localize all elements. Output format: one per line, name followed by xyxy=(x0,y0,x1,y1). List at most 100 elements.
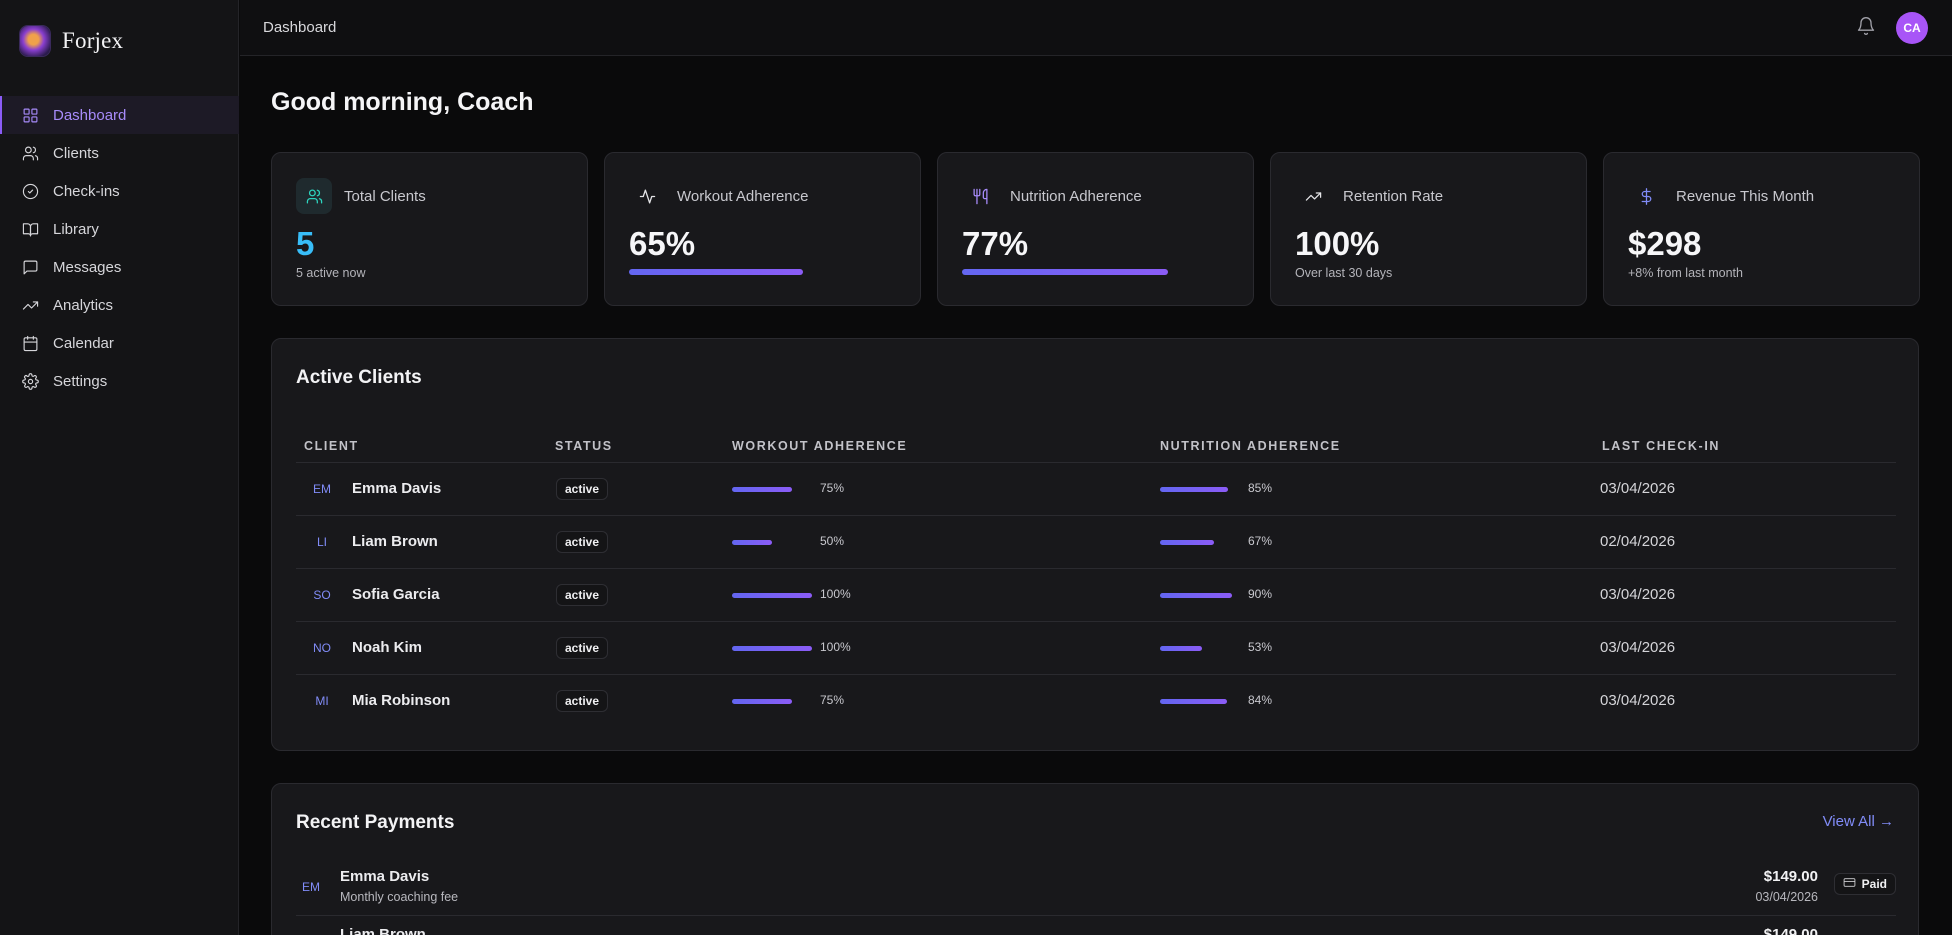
payment-amount: $149.00 xyxy=(1763,868,1818,885)
sidebar-item-settings[interactable]: Settings xyxy=(0,362,239,400)
brand[interactable]: Forjex xyxy=(20,24,123,58)
sidebar-item-label: Calendar xyxy=(53,334,114,352)
stat-card-header: Retention Rate xyxy=(1295,178,1443,214)
sidebar: Forjex Dashboard Clients Check-ins Library M… xyxy=(0,0,239,935)
workout-adherence-value: 100% xyxy=(820,587,851,601)
sidebar-item-label: Settings xyxy=(53,372,108,390)
payment-client-initials: EM xyxy=(302,880,320,894)
sidebar-item-check-ins[interactable]: Check-ins xyxy=(0,172,239,210)
table-row[interactable]: MI Mia Robinson active 75% 84% 03/04/2026 xyxy=(296,674,1896,727)
nutrition-adherence-value: 85% xyxy=(1248,481,1273,495)
payment-status-badge: Paid xyxy=(1833,873,1896,895)
client-name[interactable]: Mia Robinson xyxy=(352,692,451,709)
status-badge: active xyxy=(556,478,609,500)
nutrition-adherence-bar xyxy=(1160,487,1228,492)
sidebar-item-label: Messages xyxy=(53,258,122,276)
sidebar-item-messages[interactable]: Messages xyxy=(0,248,239,286)
bell-icon[interactable] xyxy=(1856,16,1878,38)
calendar-icon xyxy=(21,334,39,352)
workout-adherence-bar xyxy=(732,646,812,651)
message-icon xyxy=(21,258,39,276)
card-icon xyxy=(1843,876,1856,892)
stat-card-header: Total Clients xyxy=(296,178,426,214)
active-clients-title: Active Clients xyxy=(296,367,422,388)
brand-logo xyxy=(20,26,50,56)
client-name[interactable]: Liam Brown xyxy=(352,533,438,550)
avatar[interactable]: CA xyxy=(1896,12,1928,44)
stat-card-title: Nutrition Adherence xyxy=(1010,187,1142,205)
page-title: Good morning, Coach xyxy=(271,88,534,116)
stat-card-revenue-this-month: Revenue This Month $298 +8% from last mont… xyxy=(1603,152,1920,306)
payment-status-label: Paid xyxy=(1861,877,1887,891)
sidebar-item-label: Analytics xyxy=(53,296,114,314)
sidebar-item-dashboard[interactable]: Dashboard xyxy=(0,96,239,134)
stat-card-header: Nutrition Adherence xyxy=(962,178,1142,214)
activity-icon xyxy=(629,178,665,214)
stat-card-value: 77% xyxy=(962,225,1029,262)
column-header-status: STATUS xyxy=(555,439,613,453)
nutrition-adherence-bar xyxy=(1160,646,1203,651)
table-row[interactable]: LI Liam Brown active 50% 67% 02/04/2026 xyxy=(296,515,1896,568)
nutrition-adherence-value: 84% xyxy=(1248,693,1273,707)
stat-card-subtext: 5 active now xyxy=(296,266,366,280)
stat-card-nutrition-adherence: Nutrition Adherence 77% xyxy=(937,152,1254,306)
stat-card-value: $298 xyxy=(1628,225,1702,262)
stat-card-workout-adherence: Workout Adherence 65% xyxy=(604,152,921,306)
workout-adherence-value: 100% xyxy=(820,640,851,654)
client-name[interactable]: Noah Kim xyxy=(352,639,423,656)
users-icon xyxy=(296,178,332,214)
nutrition-adherence-bar xyxy=(1160,699,1228,704)
gear-icon xyxy=(21,372,39,390)
trending-up-icon xyxy=(1295,178,1331,214)
payment-row[interactable]: EM Emma Davis Monthly coaching fee $149.00 0… xyxy=(296,858,1896,914)
stat-card-value: 5 xyxy=(296,225,315,262)
last-checkin-date: 02/04/2026 xyxy=(1600,533,1676,550)
sidebar-item-calendar[interactable]: Calendar xyxy=(0,324,239,362)
last-checkin-date: 03/04/2026 xyxy=(1600,692,1676,709)
sidebar-item-library[interactable]: Library xyxy=(0,210,239,248)
client-initials: SO xyxy=(313,588,331,602)
users-icon xyxy=(21,144,39,162)
book-icon xyxy=(21,220,39,238)
table-row[interactable]: NO Noah Kim active 100% 53% 03/04/2026 xyxy=(296,621,1896,674)
last-checkin-date: 03/04/2026 xyxy=(1600,639,1676,656)
view-all-link[interactable]: View All → xyxy=(1822,813,1894,830)
payment-client-name: Emma Davis xyxy=(340,868,430,885)
sidebar-item-clients[interactable]: Clients xyxy=(0,134,239,172)
workout-adherence-value: 75% xyxy=(820,481,845,495)
client-initials: MI xyxy=(315,694,329,708)
table-row[interactable]: SO Sofia Garcia active 100% 90% 03/04/2026 xyxy=(296,568,1896,621)
topbar: Dashboard CA xyxy=(240,0,1952,56)
client-initials: LI xyxy=(316,535,327,549)
client-initials: EM xyxy=(313,482,331,496)
stat-card-value: 65% xyxy=(629,225,696,262)
status-badge: active xyxy=(556,531,609,553)
stat-card-title: Total Clients xyxy=(344,187,426,205)
client-name[interactable]: Sofia Garcia xyxy=(352,586,440,603)
stat-card-header: Revenue This Month xyxy=(1628,178,1814,214)
client-initials: NO xyxy=(313,641,331,655)
sidebar-item-label: Clients xyxy=(53,144,99,162)
stat-card-header: Workout Adherence xyxy=(629,178,808,214)
stat-card-subtext: Over last 30 days xyxy=(1295,266,1393,280)
sidebar-item-analytics[interactable]: Analytics xyxy=(0,286,239,324)
workout-adherence-value: 75% xyxy=(820,693,845,707)
stat-card-title: Retention Rate xyxy=(1343,187,1444,205)
workout-adherence-bar xyxy=(732,593,812,598)
client-name[interactable]: Emma Davis xyxy=(352,480,442,497)
stat-card-total-clients: Total Clients 5 5 active now xyxy=(271,152,588,306)
table-row[interactable]: EM Emma Davis active 75% 85% 03/04/2026 xyxy=(296,462,1896,515)
active-clients-panel: Active Clients CLIENT STATUS WORKOUT ADH… xyxy=(271,338,1919,751)
check-circle-icon xyxy=(21,182,39,200)
sidebar-nav: Dashboard Clients Check-ins Library Messages… xyxy=(0,96,239,400)
status-badge: active xyxy=(556,690,609,712)
payment-description: Monthly coaching fee xyxy=(340,890,459,904)
column-header-nutrition: NUTRITION ADHERENCE xyxy=(1160,439,1341,453)
stat-card-title: Revenue This Month xyxy=(1676,187,1815,205)
brand-name: Forjex xyxy=(62,28,124,53)
stat-card-progress-bar xyxy=(629,269,804,275)
stat-card-value: 100% xyxy=(1295,225,1380,262)
dollar-icon xyxy=(1628,178,1664,214)
sidebar-item-label: Check-ins xyxy=(53,182,120,200)
